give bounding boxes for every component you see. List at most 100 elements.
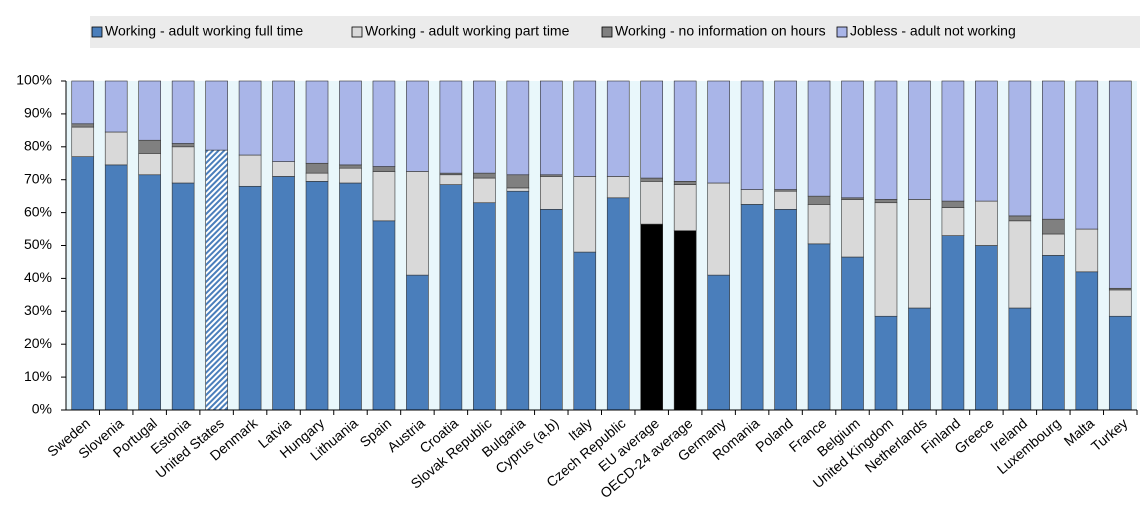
bar-segment xyxy=(1042,255,1065,411)
bar-segment xyxy=(473,202,496,411)
bar-segment xyxy=(841,199,864,258)
bar-segment xyxy=(941,200,965,208)
bar-segment xyxy=(941,235,965,411)
y-tick-label: 50% xyxy=(24,236,52,252)
bar-segment xyxy=(138,139,161,154)
bar-segment xyxy=(573,251,597,411)
bar-segment xyxy=(71,80,95,125)
bar-segment xyxy=(707,80,730,184)
bar-segment xyxy=(305,181,329,411)
bar-segment xyxy=(1108,289,1132,317)
bar-segment xyxy=(975,80,998,202)
bar-segment xyxy=(171,143,195,148)
bar-segment xyxy=(104,164,128,411)
legend-label: Jobless - adult not working xyxy=(850,23,1016,39)
bar-segment xyxy=(372,220,396,411)
bar-segment xyxy=(640,177,664,182)
bar-segment xyxy=(439,174,463,185)
bar-segment xyxy=(874,202,898,317)
bar-segment xyxy=(372,166,396,172)
bar-segment xyxy=(1075,80,1099,230)
bar-segment xyxy=(205,149,228,411)
bar-segment xyxy=(975,245,998,411)
bar-segment xyxy=(238,185,262,411)
bar-segment xyxy=(1042,218,1065,235)
bar-segment xyxy=(406,171,429,276)
y-tick-label: 100% xyxy=(16,72,52,88)
bar-segment xyxy=(171,146,195,184)
bar-segment xyxy=(807,195,831,205)
bar-segment xyxy=(874,315,898,411)
legend-swatch xyxy=(601,26,613,38)
bar-segment xyxy=(640,223,664,411)
bar-segment xyxy=(439,184,463,411)
bar-segment xyxy=(305,80,329,164)
bar-segment xyxy=(506,187,530,192)
y-tick-label: 80% xyxy=(24,138,52,154)
bar-segment xyxy=(1042,233,1065,256)
bar-segment xyxy=(941,207,965,236)
bar-segment xyxy=(104,131,128,166)
bar-segment xyxy=(874,199,898,204)
bar-segment xyxy=(238,154,262,187)
bar-segment xyxy=(138,174,161,411)
bar-segment xyxy=(1042,80,1065,220)
y-tick-label: 60% xyxy=(24,203,52,219)
bar-segment xyxy=(740,189,764,205)
bar-segment xyxy=(171,80,195,144)
bar-segment xyxy=(1008,307,1032,411)
bar-segment xyxy=(1008,215,1032,222)
bar-segment xyxy=(640,80,664,179)
legend-background xyxy=(90,16,1140,48)
bar-segment xyxy=(1008,220,1032,309)
y-tick-label: 0% xyxy=(32,401,52,417)
bar-segment xyxy=(673,181,697,185)
bar-segment xyxy=(506,190,530,411)
bar-segment xyxy=(339,182,362,411)
bar-segment xyxy=(406,80,429,172)
bar-segment xyxy=(1075,228,1099,273)
bar-segment xyxy=(372,171,396,222)
bar-segment xyxy=(908,199,931,309)
bar-segment xyxy=(673,184,697,231)
bar-segment xyxy=(573,80,597,177)
bar-segment xyxy=(71,156,95,411)
bar-segment xyxy=(774,209,797,411)
legend-label: Working - no information on hours xyxy=(615,23,826,39)
bar-segment xyxy=(606,176,630,199)
bar-segment xyxy=(539,176,563,210)
bar-segment xyxy=(305,172,329,182)
bar-segment xyxy=(707,182,730,276)
legend-swatch xyxy=(836,26,848,38)
bar-segment xyxy=(104,80,128,133)
bar-segment xyxy=(339,164,362,169)
bar-segment xyxy=(1075,271,1099,411)
y-tick-label: 20% xyxy=(24,335,52,351)
bar-segment xyxy=(841,80,864,199)
bar-segment xyxy=(908,80,931,200)
bar-segment xyxy=(339,167,362,184)
bar-segment xyxy=(740,80,764,190)
y-tick-label: 40% xyxy=(24,269,52,285)
bar-segment xyxy=(339,80,362,166)
x-tick-label: Turkey xyxy=(1088,415,1131,454)
bar-segment xyxy=(272,176,295,411)
legend-label: Working - adult working part time xyxy=(365,23,570,39)
bar-segment xyxy=(774,80,797,190)
x-tick-label: Poland xyxy=(752,415,796,455)
bar-segment xyxy=(740,204,764,411)
bar-segment xyxy=(372,80,396,167)
bar-segment xyxy=(473,80,496,174)
bar-segment xyxy=(1108,315,1132,411)
bar-segment xyxy=(807,80,831,197)
y-tick-label: 10% xyxy=(24,368,52,384)
bar-segment xyxy=(473,177,496,204)
bar-segment xyxy=(673,230,697,411)
bar-segment xyxy=(272,80,295,162)
bar-segment xyxy=(1008,80,1032,217)
bar-segment xyxy=(941,80,965,202)
bar-segment xyxy=(807,243,831,411)
bar-segment xyxy=(71,126,95,157)
bar-segment xyxy=(640,181,664,225)
